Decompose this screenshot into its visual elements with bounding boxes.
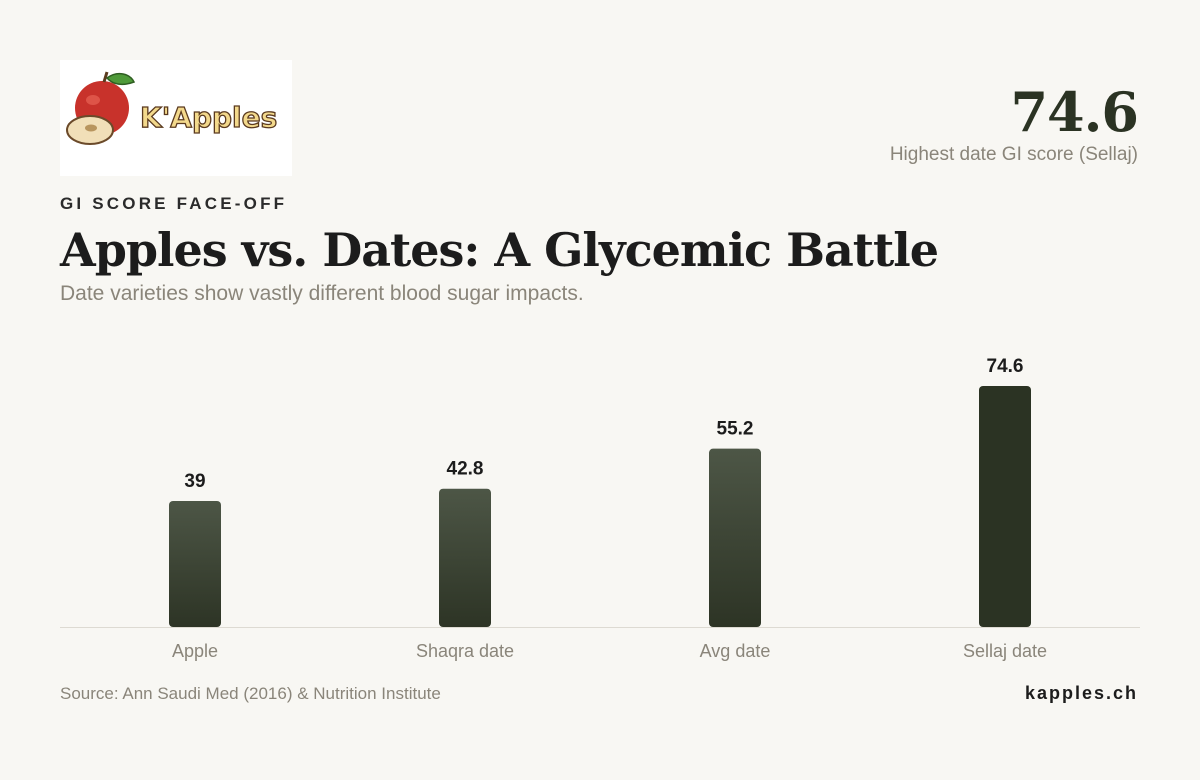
kpi-label: Highest date GI score (Sellaj) — [889, 144, 1138, 165]
x-tick-label: Shaqra date — [416, 641, 514, 661]
x-tick-label: Apple — [172, 641, 218, 661]
data-label: 55.2 — [717, 419, 754, 440]
bar-apple — [169, 501, 221, 627]
bar-avg-date — [709, 448, 761, 627]
chart-subtitle: Date varieties show vastly different blo… — [60, 282, 584, 305]
bar-shaqra-date — [439, 488, 491, 627]
x-tick-label: Avg date — [700, 641, 771, 661]
x-tick-label: Sellaj date — [963, 641, 1047, 661]
kpi-value: 74.6 — [1010, 80, 1139, 144]
eyebrow-label: GI SCORE FACE-OFF — [60, 194, 288, 213]
logo-wordmark: K'Apples — [140, 101, 277, 134]
source-note: Source: Ann Saudi Med (2016) & Nutrition… — [60, 684, 441, 703]
leaf-icon — [105, 72, 136, 86]
data-label: 42.8 — [447, 459, 484, 480]
site-link[interactable]: kapples.ch — [1024, 683, 1138, 703]
data-label: 39 — [184, 471, 205, 492]
bar-sellaj-date — [979, 386, 1031, 627]
data-label: 74.6 — [987, 356, 1024, 377]
chart-title: Apples vs. Dates: A Glycemic Battle — [60, 223, 939, 277]
kpi-block: 74.6 Highest date GI score (Sellaj) — [889, 80, 1139, 166]
brand-logo: K'Apples — [60, 60, 292, 176]
apple-logo-icon: K'Apples — [66, 71, 278, 145]
